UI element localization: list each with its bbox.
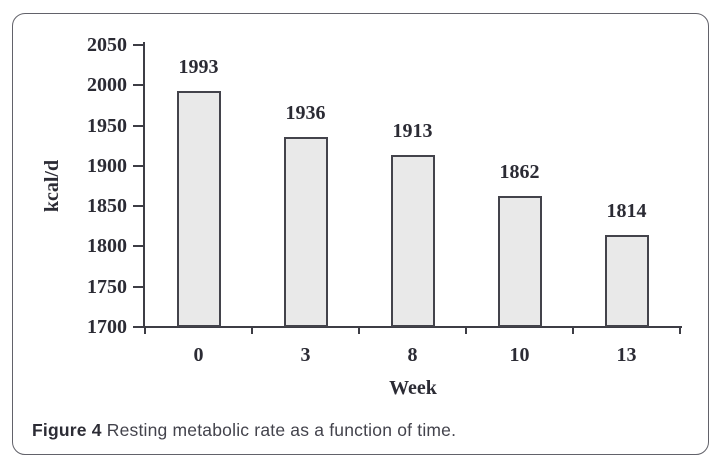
bar-value-label: 1936 — [285, 101, 326, 124]
x-axis-tick — [251, 327, 253, 334]
y-axis-line — [143, 42, 145, 328]
figure-card — [12, 13, 709, 455]
x-axis-category-label: 10 — [509, 344, 530, 366]
y-axis-tick — [133, 245, 145, 248]
y-axis-tick — [133, 205, 145, 208]
y-axis-tick — [133, 164, 145, 167]
y-axis-tick-label: 1950 — [87, 114, 127, 137]
x-axis-tick — [144, 327, 146, 334]
y-axis-tick — [133, 44, 145, 46]
y-axis-tick — [133, 84, 145, 87]
x-axis-category-label: 13 — [616, 344, 637, 366]
y-axis-tick — [133, 326, 145, 328]
bar-value-label: 1913 — [392, 120, 433, 143]
y-axis-tick-label: 2050 — [87, 34, 127, 56]
y-axis-title: kcal/d — [41, 159, 63, 213]
bar-week-0 — [176, 90, 221, 327]
y-axis-tick-label: 1850 — [87, 195, 127, 218]
y-axis-tick-label: 2000 — [87, 74, 127, 97]
y-axis-tick-label: 1750 — [87, 275, 127, 298]
bar-week-3 — [283, 136, 328, 327]
bar-value-label: 1993 — [178, 55, 219, 78]
figure-caption: Figure 4 Resting metabolic rate as a fun… — [32, 419, 682, 441]
y-axis-tick — [133, 124, 145, 127]
x-axis-tick — [465, 327, 467, 334]
x-axis-line — [143, 326, 682, 328]
figure-caption-text: Resting metabolic rate as a function of … — [101, 420, 457, 440]
x-axis-tick — [679, 327, 681, 334]
bar-week-8 — [390, 155, 435, 327]
bar-week-10 — [497, 196, 542, 327]
x-axis-tick — [572, 327, 574, 334]
y-axis-tick-label: 1900 — [87, 154, 127, 177]
bar-value-label: 1862 — [499, 161, 540, 184]
y-axis-tick — [133, 285, 145, 288]
x-axis-title: Week — [389, 377, 437, 399]
y-axis-tick-label: 1700 — [87, 316, 127, 338]
x-axis-category-label: 8 — [407, 344, 418, 366]
bar-value-label: 1814 — [606, 200, 647, 223]
y-axis-tick-label: 1800 — [87, 235, 127, 258]
x-axis-category-label: 3 — [300, 344, 311, 366]
bar-week-13 — [604, 235, 649, 327]
x-axis-tick — [358, 327, 360, 334]
figure-caption-label: Figure 4 — [32, 420, 102, 440]
x-axis-category-label: 0 — [193, 344, 204, 366]
